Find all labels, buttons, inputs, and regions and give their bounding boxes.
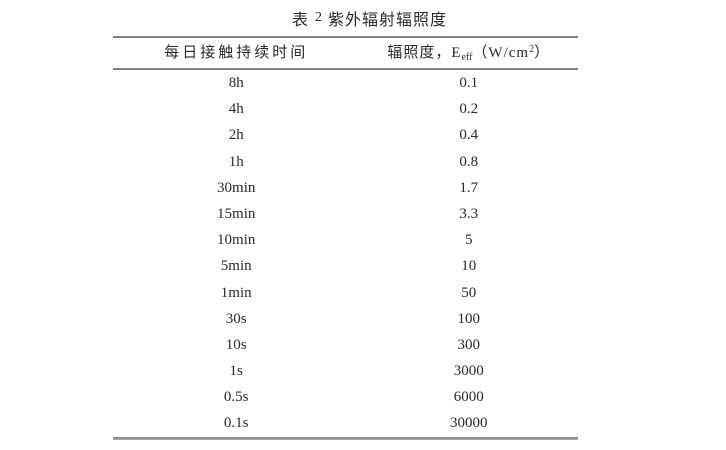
header-rule bbox=[113, 67, 578, 70]
irradiance-cell: 0.1 bbox=[459, 75, 479, 91]
irradiance-cell: 100 bbox=[457, 310, 480, 327]
irradiance-cell: 6000 bbox=[453, 389, 484, 406]
table-row: 4h 0.2 bbox=[113, 96, 578, 122]
table-row: 2h 0.4 bbox=[113, 122, 578, 148]
uv-irradiance-table: 表 2 紫外辐射辐照度 每日接触持续时间 辐照度，Eeff（W/cm2） 8h 0.1… bbox=[113, 6, 578, 440]
table-title-text: 紫外辐射辐照度 bbox=[328, 12, 448, 29]
duration-cell: 5min bbox=[220, 258, 252, 275]
irradiance-cell: 50 bbox=[461, 284, 477, 301]
duration-cell: 1h bbox=[228, 153, 244, 170]
duration-cell: 8h bbox=[228, 75, 244, 91]
header-unit-exponent: 2 bbox=[529, 43, 535, 55]
table-row: 10s 300 bbox=[113, 332, 578, 358]
irradiance-cell: 0.2 bbox=[459, 101, 479, 118]
irradiance-cell: 1.7 bbox=[459, 179, 479, 196]
bottom-rule bbox=[113, 436, 578, 440]
duration-cell: 1s bbox=[229, 363, 243, 380]
irradiance-cell: 5 bbox=[464, 232, 473, 249]
duration-cell: 4h bbox=[228, 101, 244, 118]
table-row: 30s 100 bbox=[113, 306, 578, 332]
duration-cell: 15min bbox=[217, 205, 256, 222]
table-body: 8h 0.1 4h 0.2 2h 0.4 1h 0.8 30min 1.7 15min 3.3 10mi… bbox=[113, 70, 578, 437]
duration-cell: 2h bbox=[228, 127, 244, 144]
irradiance-cell: 3000 bbox=[453, 363, 484, 380]
table-row: 1min 50 bbox=[113, 280, 578, 306]
irradiance-cell: 3.3 bbox=[459, 205, 479, 222]
table-row: 1h 0.8 bbox=[113, 149, 578, 175]
duration-cell: 0.5s bbox=[223, 389, 249, 406]
table-row: 30min 1.7 bbox=[113, 175, 578, 201]
table-row: 5min 10 bbox=[113, 253, 578, 279]
irradiance-cell: 30000 bbox=[449, 415, 488, 432]
header-unit-open: （W/cm bbox=[472, 44, 530, 61]
table-title-prefix: 表 bbox=[291, 12, 309, 29]
header-irradiance-label: 辐照度，E bbox=[387, 44, 462, 61]
irradiance-cell: 0.8 bbox=[459, 153, 479, 170]
header-unit-close: ） bbox=[534, 44, 551, 61]
table-row: 0.1s 30000 bbox=[113, 410, 578, 436]
top-rule bbox=[113, 36, 578, 38]
duration-cell: 1min bbox=[220, 284, 252, 301]
duration-cell: 30s bbox=[225, 310, 247, 327]
header-eff-subscript: eff bbox=[461, 51, 473, 63]
table-row: 8h 0.1 bbox=[113, 70, 578, 96]
irradiance-cell: 10 bbox=[461, 258, 477, 275]
table-header-row: 每日接触持续时间 辐照度，Eeff（W/cm2） bbox=[113, 38, 578, 68]
irradiance-cell: 300 bbox=[457, 336, 480, 353]
duration-cell: 10min bbox=[217, 232, 256, 249]
header-duration: 每日接触持续时间 bbox=[164, 44, 309, 61]
table-row: 0.5s 6000 bbox=[113, 384, 578, 410]
duration-cell: 30min bbox=[217, 179, 256, 196]
table-row: 1s 3000 bbox=[113, 358, 578, 384]
header-irradiance: 辐照度，Eeff（W/cm2） bbox=[359, 38, 578, 68]
irradiance-cell: 0.4 bbox=[459, 127, 479, 144]
table-title: 表 2 紫外辐射辐照度 bbox=[113, 6, 578, 36]
table-row: 10min 5 bbox=[113, 227, 578, 253]
table-row: 15min 3.3 bbox=[113, 201, 578, 227]
duration-cell: 10s bbox=[225, 336, 247, 353]
duration-cell: 0.1s bbox=[223, 415, 249, 432]
table-number: 2 bbox=[315, 10, 322, 25]
